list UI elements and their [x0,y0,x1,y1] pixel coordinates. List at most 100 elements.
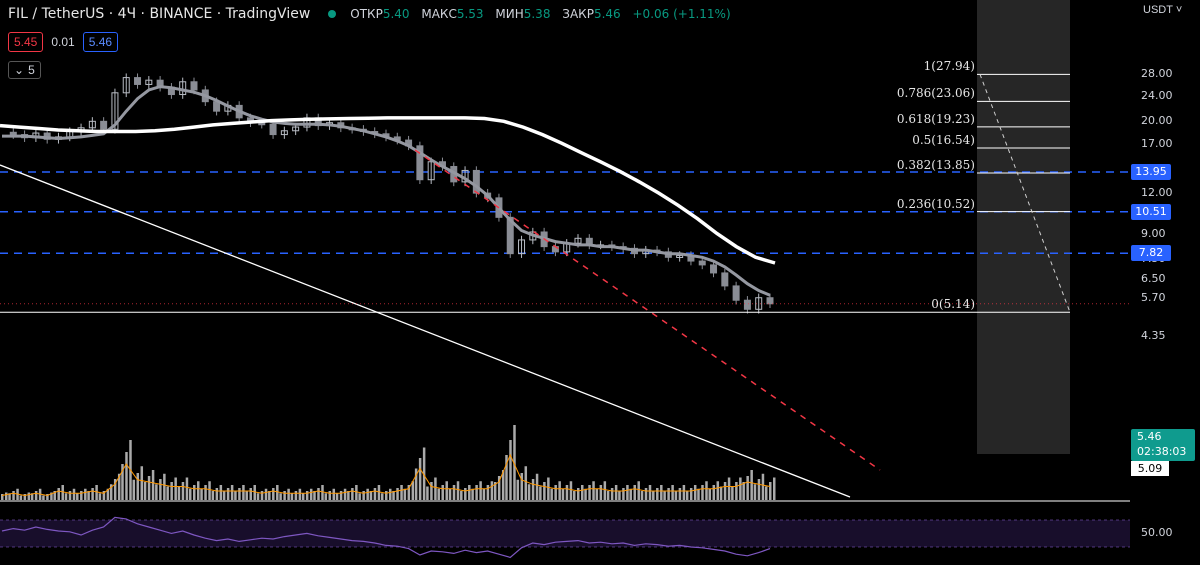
candle-body [111,92,119,130]
indicator-length-value: 5 [28,63,35,77]
volume-bar [731,486,734,500]
volume-bar [750,470,753,500]
volume-bar [746,476,749,500]
volume-bar [347,491,350,500]
volume-bar [268,491,271,500]
volume-bar [335,493,339,500]
volume-bar [735,482,738,500]
volume-bar [708,488,712,500]
volume-bar [539,486,542,500]
volume-bar [437,488,440,500]
candle-body [676,254,684,258]
level-price-badge: 7.82 [1131,245,1171,262]
current-price-value: 5.46 [1137,430,1162,443]
low-value: 5.38 [523,7,551,21]
volume-bar [238,488,241,500]
price-axis-tick: 6.50 [1141,272,1166,286]
symbol-title[interactable]: FIL / TetherUS · 4Ч · BINANCE · TradingV… [8,6,311,22]
spread-value: 0.01 [51,35,75,49]
volume-bar [441,485,444,500]
volume-bar [757,479,761,500]
volume-bar [475,485,478,500]
volume-bar [592,481,595,500]
volume-bar [321,485,324,500]
volume-bar [272,488,275,500]
fib-level-label: 0.5(16.54) [912,133,975,148]
volume-bar [125,452,128,500]
volume-bar [95,485,98,500]
volume-bar [389,488,392,500]
volume-bar [400,485,403,500]
volume-bar [505,455,508,500]
volume-bar [434,477,437,500]
volume-bar [471,488,474,500]
volume-bar [599,485,603,500]
candle-body [88,120,96,129]
volume-bar [19,495,23,500]
volume-bar [633,485,636,500]
volume-bar [245,491,248,500]
volume-bar [121,464,124,500]
candle-body [574,237,582,244]
candle-body [506,216,514,255]
volume-bar [230,485,234,500]
open-label: ОТКР [350,7,383,21]
volume-bar [610,488,614,500]
volume-bar [143,482,147,500]
volume-bar [159,479,162,500]
volume-bar [298,488,302,500]
volume-bar [719,486,723,500]
rsi-band [0,520,1130,547]
volume-bar [358,493,361,500]
chart-header: FIL / TetherUS · 4Ч · BINANCE · TradingV… [8,4,739,24]
candle-body [416,145,424,181]
volume-bar [264,488,268,500]
volume-bar [701,485,704,500]
volume-bar [482,488,486,500]
price-axis-tick: 24.00 [1141,88,1173,102]
volume-bar [773,477,776,500]
volume-bar [343,488,347,500]
open-value: 5.40 [382,7,410,21]
volume-bar [418,458,422,500]
volume-bar [765,486,768,500]
volume-bar [501,470,505,500]
sell-button[interactable]: 5.45 [8,32,44,52]
volume-bar [355,485,358,500]
volume-bar [222,491,226,500]
volume-bar [301,493,305,500]
volume-bar [468,485,471,500]
candle-body [280,130,288,136]
volume-bar [23,494,27,500]
volume-bar [279,493,282,500]
volume-bar [479,481,482,500]
volume-bar [554,485,557,500]
volume-bar [377,485,381,500]
volume-bar [260,491,264,500]
volume-bar [460,491,463,500]
volume-bar [61,485,64,500]
volume-bar [324,493,328,500]
volume-bar [226,488,230,500]
volume-bar [317,488,320,500]
volume-bar [253,485,256,500]
indicator-length-toggle[interactable]: ⌄ 5 [8,61,41,79]
volume-bar [490,481,494,500]
volume-bar [403,488,407,500]
level-price-badge: 10.51 [1131,203,1171,220]
volume-bar [57,488,60,500]
volume-bar [64,493,68,500]
volume-bar [163,473,166,500]
currency-selector[interactable]: USDT ˅ [1143,4,1182,16]
volume-bar [113,479,117,500]
resistance-trendline [414,149,881,471]
volume-bar [204,485,207,500]
buy-button[interactable]: 5.46 [82,32,119,52]
volume-bar [256,493,260,500]
volume-bar [8,493,11,500]
volume-bar [193,485,196,500]
volume-bar [531,479,535,500]
volume-bar [682,485,686,500]
